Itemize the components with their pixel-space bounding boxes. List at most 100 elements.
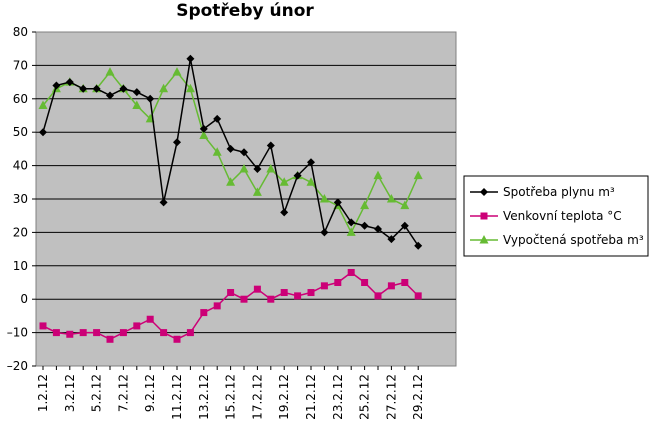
data-point [200,309,208,317]
y-tick-label: 10 [13,259,28,273]
legend-items: Spotřeba plynu m³ Venkovní teplota °C Vypo… [470,185,644,247]
data-point [119,84,128,93]
x-tick-label: 19.2.12 [277,374,291,420]
legend-label: Venkovní teplota °C [503,209,622,223]
x-tick-label: 11.2.12 [170,374,184,420]
data-point [239,163,249,173]
data-point [347,218,356,227]
data-point [240,295,248,303]
data-point [159,83,169,93]
data-point [106,335,114,343]
x-tick-label: 23.2.12 [331,374,345,420]
data-point [79,329,87,337]
data-point [39,128,47,137]
data-point [65,78,74,87]
data-point [186,329,194,337]
gridlines [32,31,456,370]
data-point [307,158,315,167]
data-point [267,295,275,303]
x-tick-label: 25.2.12 [358,374,372,420]
data-point [373,170,383,180]
data-point [199,124,208,133]
data-point [266,163,276,173]
data-point [320,228,329,237]
y-tick-label: 30 [13,192,28,206]
data-point [79,84,88,93]
data-point [333,198,342,207]
data-point [132,88,141,97]
data-point [227,289,235,297]
x-tick-label: 5.2.12 [90,374,104,412]
data-point [172,67,182,76]
data-point [213,114,222,123]
data-point [212,147,222,156]
data-point [92,84,101,93]
data-point [199,130,209,140]
y-tick-label: 50 [13,125,28,139]
data-point [66,330,74,338]
data-point [213,302,221,310]
x-tick-label: 27.2.12 [384,374,398,420]
y-tick-label: 20 [13,225,28,239]
data-point [280,208,289,217]
legend-label: Spotřeba plynu m³ [503,185,615,199]
data-point [52,81,61,90]
data-point [106,91,114,100]
data-point [294,292,302,300]
data-point [347,268,355,276]
data-point [280,289,288,297]
x-tick-label: 7.2.12 [116,374,130,412]
y-tick-label: 70 [13,58,28,72]
data-point [253,285,261,293]
x-tick-label: 29.2.12 [411,374,425,420]
data-point [93,329,101,337]
data-point [401,279,409,286]
x-tick-label: 1.2.12 [36,374,50,412]
data-point [400,221,409,230]
legend: Spotřeba plynu m³ Venkovní teplota °C Vypo… [463,175,649,257]
data-point [307,289,315,297]
y-tick-label: 80 [13,25,28,39]
data-point [173,335,181,343]
y-tick-label: 0 [20,292,28,306]
y-tick-label: 40 [13,159,28,173]
data-point [320,282,328,290]
data-point [334,279,342,286]
data-point [185,83,195,93]
legend-marker [479,235,489,244]
data-point [360,221,369,230]
data-point [387,282,395,290]
y-tick-label: –20 [7,359,28,373]
x-tick-label: 9.2.12 [143,374,157,412]
data-point [226,144,235,153]
legend-label: Vypočtená spotřeba m³ [503,233,644,247]
data-point [306,177,316,186]
data-point [226,177,236,186]
data-point [319,194,329,203]
series-2 [39,268,422,343]
data-point [414,292,422,300]
data-point [361,279,369,286]
data-point [293,171,302,180]
data-point [186,54,195,63]
data-point [160,329,168,337]
series-layer [38,54,423,343]
data-point [159,198,168,207]
data-point [360,200,370,210]
x-tick-label: 13.2.12 [197,374,211,420]
data-point [39,322,47,330]
data-point [133,322,141,330]
data-point [374,225,382,234]
legend-marker [480,188,488,196]
data-point [252,187,262,196]
data-point [52,329,60,337]
x-tick-label: 3.2.12 [63,374,77,412]
y-tick-label: –10 [7,326,28,340]
data-point [386,194,396,203]
data-point [414,241,423,250]
y-axis-tick-labels: 80 70 60 50 40 30 20 10 0 –10 –20 [7,25,28,373]
data-point [132,100,142,109]
chart-title: Spotřeby únor [176,1,314,21]
data-point [374,292,382,300]
